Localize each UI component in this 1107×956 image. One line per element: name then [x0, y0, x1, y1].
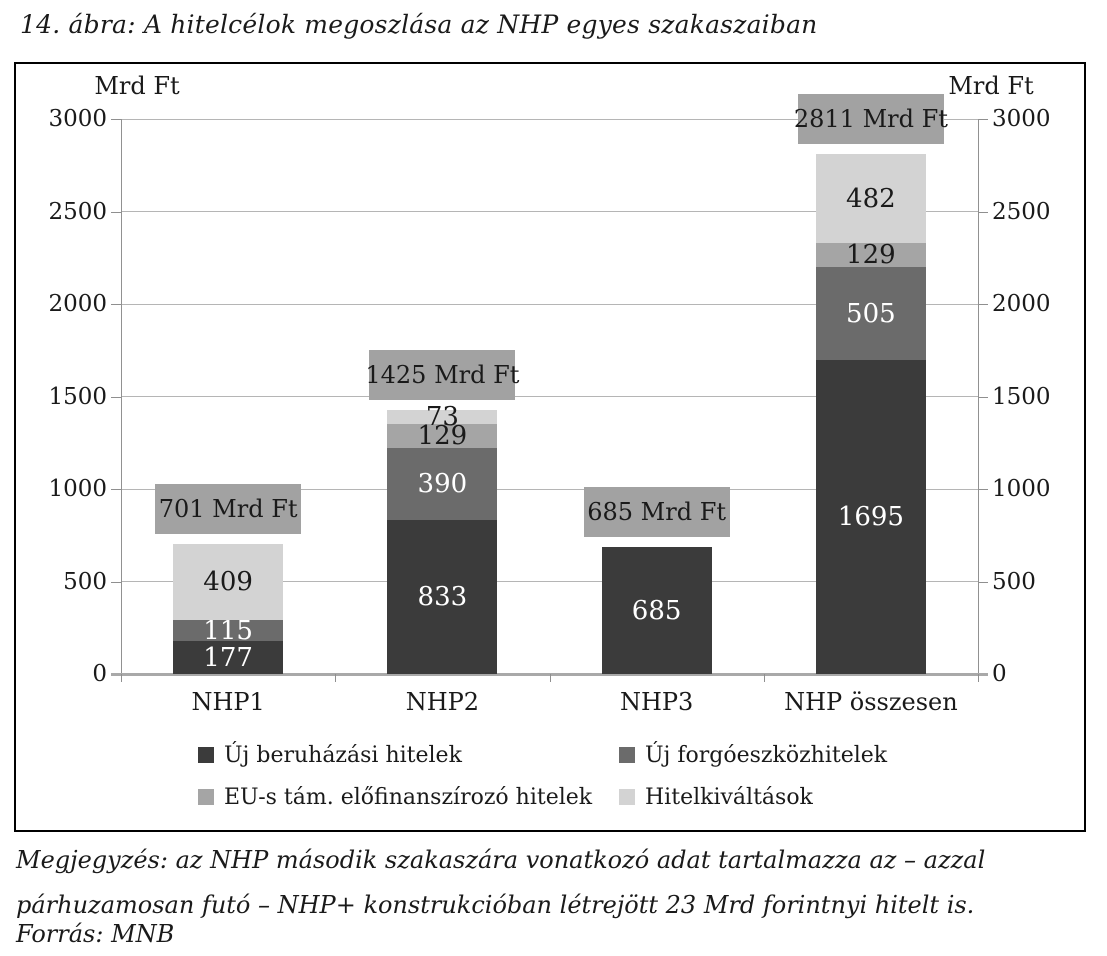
figure-title: 14. ábra: A hitelcélok megoszlása az NHP… [20, 10, 818, 39]
bar-segment-value: 129 [846, 240, 896, 271]
y-tick-right [978, 119, 988, 120]
legend-label: EU-s tám. előfinanszírozó hitelek [224, 784, 593, 810]
legend-item: Új beruházási hitelek [198, 742, 462, 768]
y-tick-right [978, 211, 988, 213]
bar-total-label: 1425 Mrd Ft [365, 350, 519, 401]
x-category-label: NHP2 [405, 688, 480, 716]
y-tick-label-right: 2000 [992, 291, 1051, 317]
y-tick-label-right: 3000 [992, 106, 1051, 132]
x-axis-tick [549, 674, 551, 682]
legend-item: Új forgóeszközhitelek [619, 742, 887, 768]
bar-segment-value: 833 [417, 581, 468, 612]
bar-segment: 177 [173, 641, 284, 674]
plot-area: 3000 3000 2500 2500 2000 2000 1500 1500 1000 1000… [16, 64, 1084, 830]
figure-source: Forrás: MNB [16, 920, 175, 948]
bar-segment-value: 505 [846, 298, 896, 329]
legend: Új beruházási hitelek Új forgóeszközhitel… [16, 64, 1084, 830]
figure-note: Megjegyzés: az NHP második szakaszára vo… [16, 846, 986, 919]
y-tick-left [111, 304, 121, 305]
y-gridline [121, 118, 978, 120]
y-axis-unit-right: Mrd Ft [948, 72, 1034, 100]
bar-segment-value: 390 [417, 468, 468, 499]
x-category-label: NHP1 [191, 688, 265, 716]
x-axis-tick [121, 674, 122, 682]
y-tick-label-right: 500 [992, 568, 1036, 595]
legend-swatch [619, 789, 635, 805]
bar-segment: 505 [815, 267, 926, 361]
x-category-label: NHP összesen [784, 688, 958, 716]
x-category-label: NHP3 [619, 688, 694, 716]
y-tick-left [111, 489, 121, 490]
legend-label: Új forgóeszközhitelek [645, 742, 888, 768]
bar-segment: 409 [173, 544, 284, 620]
bar-segment-value: 409 [203, 567, 253, 598]
bar-segment: 833 [387, 519, 498, 674]
bar-total-label: 2811 Mrd Ft [794, 93, 948, 144]
y-tick-label-left: 2000 [48, 291, 107, 317]
y-tick-label-right: 1500 [992, 383, 1051, 410]
y-axis-left [121, 119, 122, 674]
x-axis-tick [335, 674, 337, 682]
x-axis-tick [763, 674, 765, 682]
bar-segment-value: 685 [631, 595, 682, 626]
legend-label: Új beruházási hitelek [224, 742, 462, 768]
y-tick-left [111, 119, 121, 120]
legend-swatch [198, 747, 214, 763]
y-axis-unit-left: Mrd Ft [94, 72, 180, 100]
y-tick-label-left: 500 [63, 568, 107, 595]
bar-segment: 390 [387, 447, 498, 520]
y-tick-left [111, 211, 121, 213]
y-tick-label-left: 0 [92, 661, 107, 687]
y-tick-left [111, 396, 121, 398]
y-gridline [121, 396, 978, 397]
y-tick-right [978, 581, 988, 583]
legend-item: EU-s tám. előfinanszírozó hitelek [198, 784, 592, 810]
x-axis-tick [978, 674, 979, 682]
bar-segment: 115 [173, 615, 284, 646]
bar-segment: 482 [815, 153, 926, 244]
y-gridline [121, 211, 978, 212]
bar-total-label: 685 Mrd Ft [583, 487, 730, 538]
bar-segment: 1695 [815, 360, 926, 674]
y-tick-right [978, 396, 988, 398]
legend-label: Hitelkiváltások [645, 784, 813, 810]
y-tick-label-left: 2500 [48, 198, 107, 225]
y-axis-right [978, 119, 979, 674]
chart-frame: Mrd Ft Mrd Ft 3000 3000 2500 2500 2000 2000 15… [14, 62, 1086, 832]
bar-segment: 73 [387, 404, 498, 430]
bar-segment: 129 [387, 420, 498, 451]
bar-total-label: 701 Mrd Ft [155, 484, 302, 535]
y-tick-label-left: 1500 [48, 383, 107, 410]
y-tick-right [978, 304, 988, 305]
y-tick-label-left: 3000 [48, 106, 107, 132]
legend-swatch [198, 789, 214, 805]
bar-segment-value: 129 [417, 420, 468, 451]
bar-segment-value: 1695 [837, 502, 904, 533]
y-tick-left [111, 581, 121, 583]
bar-segment-value: 115 [203, 615, 253, 646]
y-tick-right [978, 489, 988, 490]
bar-segment: 685 [601, 547, 712, 674]
y-gridline [121, 488, 978, 490]
y-tick-label-right: 0 [992, 661, 1007, 687]
y-gridline [121, 303, 978, 305]
bar-segment-value: 177 [203, 642, 253, 673]
bar-segment: 129 [815, 240, 926, 271]
y-tick-label-left: 1000 [48, 476, 107, 502]
legend-item: Hitelkiváltások [619, 784, 813, 810]
legend-swatch [619, 747, 635, 763]
bar-segment-value: 482 [846, 183, 896, 214]
y-tick-label-right: 1000 [992, 476, 1051, 502]
y-tick-label-right: 2500 [992, 198, 1051, 225]
y-gridline [121, 581, 978, 582]
bar-segment-value: 73 [425, 402, 459, 433]
